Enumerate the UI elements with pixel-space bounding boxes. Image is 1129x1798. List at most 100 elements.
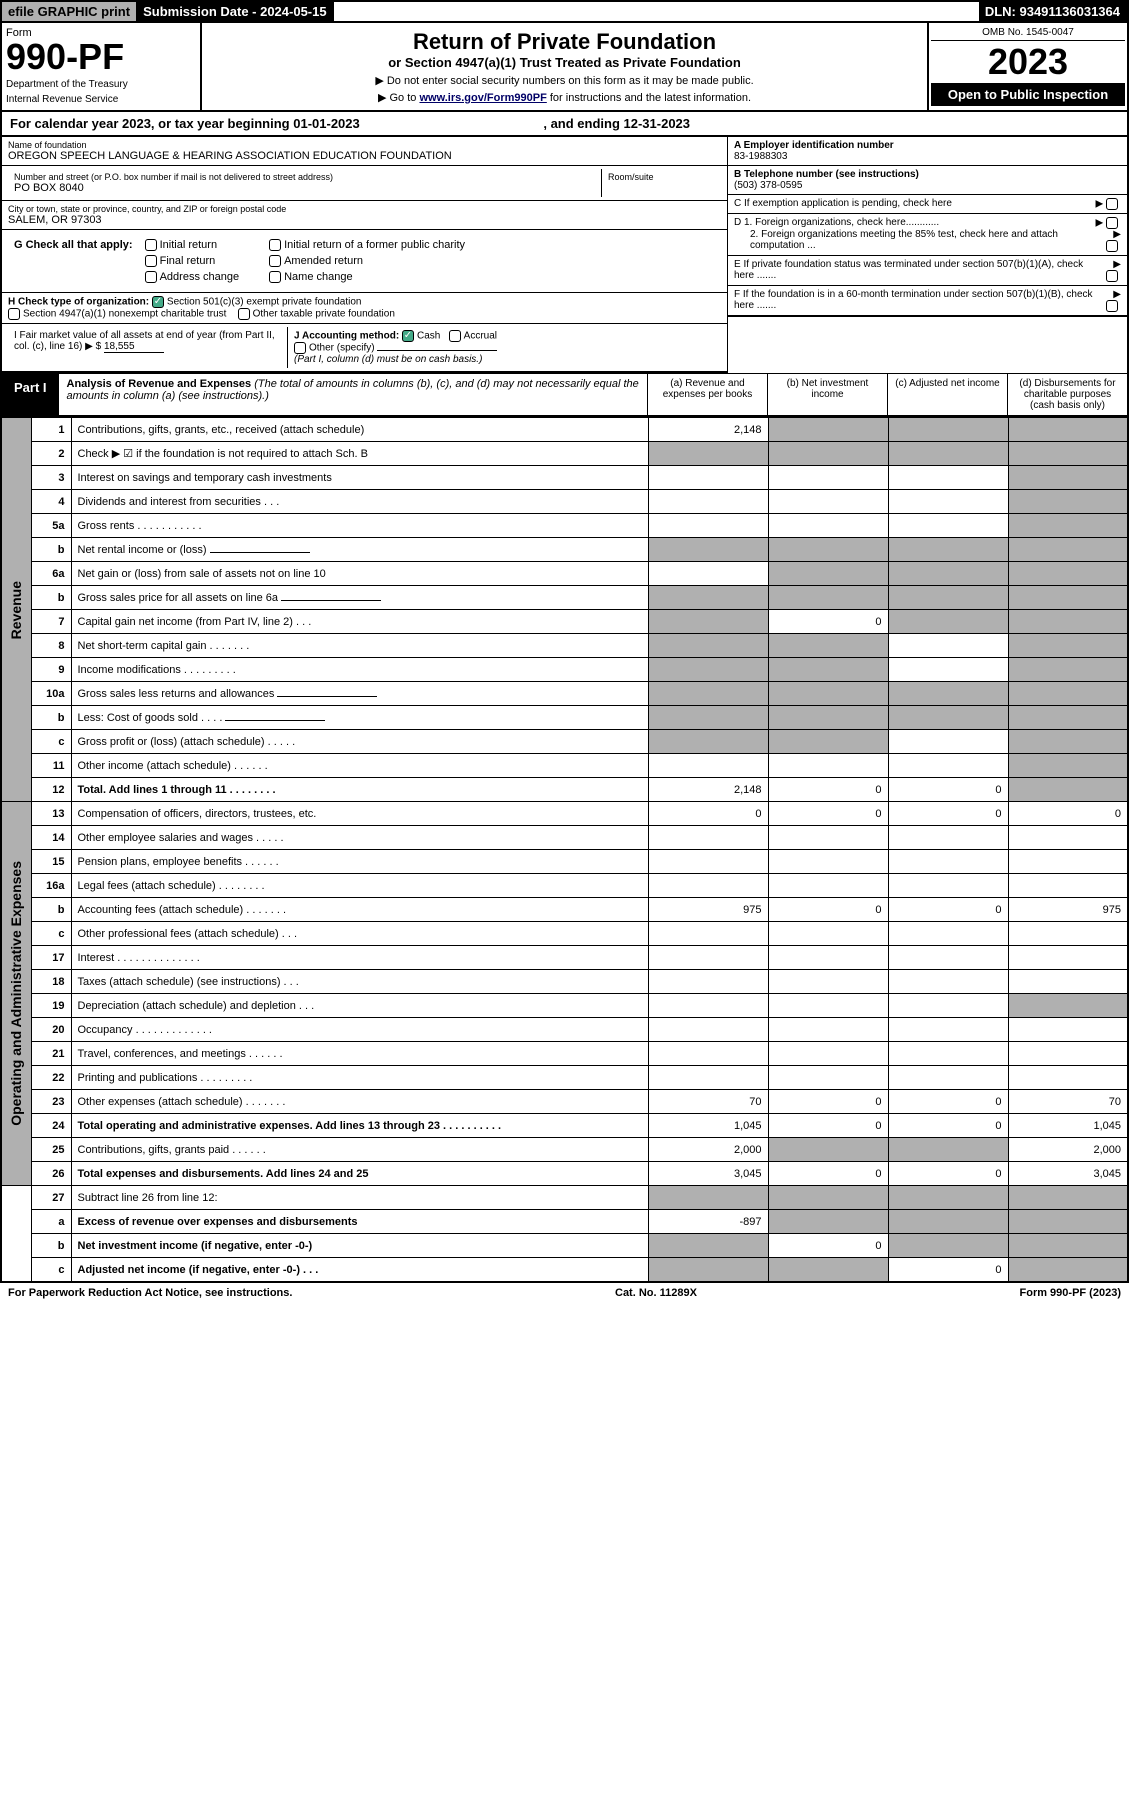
addr-label: Number and street (or P.O. box number if… bbox=[14, 172, 595, 182]
checkbox-4947a1[interactable] bbox=[8, 308, 20, 320]
name-label: Name of foundation bbox=[8, 140, 721, 150]
checkbox-initial-return[interactable] bbox=[145, 239, 157, 251]
table-cell bbox=[888, 850, 1008, 874]
table-row: Revenue1Contributions, gifts, grants, et… bbox=[1, 418, 1128, 442]
line-description: Gross sales less returns and allowances bbox=[71, 682, 648, 706]
ein-value: 83-1988303 bbox=[734, 151, 787, 162]
h-label: H Check type of organization: bbox=[8, 297, 149, 308]
table-cell bbox=[768, 826, 888, 850]
line-number: 8 bbox=[31, 634, 71, 658]
line-description: Printing and publications . . . . . . . … bbox=[71, 1066, 648, 1090]
line-number: a bbox=[31, 1210, 71, 1234]
table-cell bbox=[888, 514, 1008, 538]
table-cell bbox=[648, 874, 768, 898]
table-cell: 0 bbox=[1008, 802, 1128, 826]
table-row: 26Total expenses and disbursements. Add … bbox=[1, 1162, 1128, 1186]
line-number: c bbox=[31, 922, 71, 946]
table-cell bbox=[768, 658, 888, 682]
table-cell bbox=[888, 1210, 1008, 1234]
open-public-badge: Open to Public Inspection bbox=[931, 83, 1125, 106]
checkbox-other-method[interactable] bbox=[294, 342, 306, 354]
checkbox-other-taxable[interactable] bbox=[238, 308, 250, 320]
checkbox-d1[interactable] bbox=[1106, 217, 1118, 229]
table-cell bbox=[1008, 826, 1128, 850]
table-cell bbox=[888, 970, 1008, 994]
line-description: Net investment income (if negative, ente… bbox=[71, 1234, 648, 1258]
table-row: aExcess of revenue over expenses and dis… bbox=[1, 1210, 1128, 1234]
col-b-header: (b) Net investment income bbox=[767, 374, 887, 415]
line-description: Contributions, gifts, grants paid . . . … bbox=[71, 1138, 648, 1162]
line-number: 5a bbox=[31, 514, 71, 538]
a-label: A Employer identification number bbox=[734, 140, 894, 151]
line-number: 21 bbox=[31, 1042, 71, 1066]
line-number: b bbox=[31, 586, 71, 610]
table-cell bbox=[1008, 922, 1128, 946]
checkbox-amended-return[interactable] bbox=[269, 255, 281, 267]
table-row: 20Occupancy . . . . . . . . . . . . . bbox=[1, 1018, 1128, 1042]
checkbox-e[interactable] bbox=[1106, 270, 1118, 282]
table-cell: 70 bbox=[648, 1090, 768, 1114]
table-cell: 3,045 bbox=[648, 1162, 768, 1186]
line-description: Capital gain net income (from Part IV, l… bbox=[71, 610, 648, 634]
table-cell bbox=[648, 730, 768, 754]
checkbox-f[interactable] bbox=[1106, 300, 1118, 312]
dln-label: DLN: 93491136031364 bbox=[979, 2, 1127, 21]
table-cell bbox=[888, 682, 1008, 706]
line-number: 25 bbox=[31, 1138, 71, 1162]
table-cell bbox=[1008, 418, 1128, 442]
table-cell: 0 bbox=[888, 802, 1008, 826]
table-cell: 2,000 bbox=[648, 1138, 768, 1162]
table-cell bbox=[1008, 514, 1128, 538]
table-cell bbox=[768, 634, 888, 658]
table-cell: 3,045 bbox=[1008, 1162, 1128, 1186]
table-cell: 0 bbox=[768, 778, 888, 802]
part1-table: Revenue1Contributions, gifts, grants, et… bbox=[0, 417, 1129, 1283]
table-cell bbox=[888, 562, 1008, 586]
checkbox-final-return[interactable] bbox=[145, 255, 157, 267]
table-row: 4Dividends and interest from securities … bbox=[1, 490, 1128, 514]
table-cell bbox=[1008, 1234, 1128, 1258]
table-cell bbox=[648, 634, 768, 658]
line-number: 12 bbox=[31, 778, 71, 802]
table-cell bbox=[648, 970, 768, 994]
checkbox-d2[interactable] bbox=[1106, 240, 1118, 252]
part1-label: Part I bbox=[2, 374, 59, 415]
checkbox-cash[interactable] bbox=[402, 330, 414, 342]
table-cell bbox=[648, 1234, 768, 1258]
efile-print-button[interactable]: efile GRAPHIC print bbox=[2, 2, 137, 21]
table-row: 24Total operating and administrative exp… bbox=[1, 1114, 1128, 1138]
line-number: 20 bbox=[31, 1018, 71, 1042]
table-row: 17Interest . . . . . . . . . . . . . . bbox=[1, 946, 1128, 970]
table-cell: 1,045 bbox=[648, 1114, 768, 1138]
table-cell bbox=[768, 946, 888, 970]
spacer-cell bbox=[1, 1186, 31, 1282]
checkbox-initial-former[interactable] bbox=[269, 239, 281, 251]
line-number: 17 bbox=[31, 946, 71, 970]
table-row: 19Depreciation (attach schedule) and dep… bbox=[1, 994, 1128, 1018]
line-number: 26 bbox=[31, 1162, 71, 1186]
checkbox-c[interactable] bbox=[1106, 198, 1118, 210]
table-cell bbox=[648, 658, 768, 682]
checkbox-address-change[interactable] bbox=[145, 271, 157, 283]
table-cell bbox=[888, 1186, 1008, 1210]
irs-link[interactable]: www.irs.gov/Form990PF bbox=[419, 92, 546, 104]
top-bar: efile GRAPHIC print Submission Date - 20… bbox=[0, 0, 1129, 23]
line-description: Net gain or (loss) from sale of assets n… bbox=[71, 562, 648, 586]
line-description: Compensation of officers, directors, tru… bbox=[71, 802, 648, 826]
instruction-2: ▶ Go to www.irs.gov/Form990PF for instru… bbox=[208, 91, 921, 104]
checkbox-accrual[interactable] bbox=[449, 330, 461, 342]
table-cell bbox=[768, 850, 888, 874]
e-label: E If private foundation status was termi… bbox=[734, 259, 1094, 281]
table-cell: 0 bbox=[888, 1162, 1008, 1186]
table-row: bNet investment income (if negative, ent… bbox=[1, 1234, 1128, 1258]
line-number: 9 bbox=[31, 658, 71, 682]
c-label: C If exemption application is pending, c… bbox=[734, 198, 952, 209]
table-cell bbox=[1008, 754, 1128, 778]
table-cell bbox=[768, 1042, 888, 1066]
checkbox-name-change[interactable] bbox=[269, 271, 281, 283]
line-description: Interest on savings and temporary cash i… bbox=[71, 466, 648, 490]
line-description: Excess of revenue over expenses and disb… bbox=[71, 1210, 648, 1234]
checkbox-501c3[interactable] bbox=[152, 296, 164, 308]
table-cell: 0 bbox=[888, 778, 1008, 802]
table-cell bbox=[648, 586, 768, 610]
